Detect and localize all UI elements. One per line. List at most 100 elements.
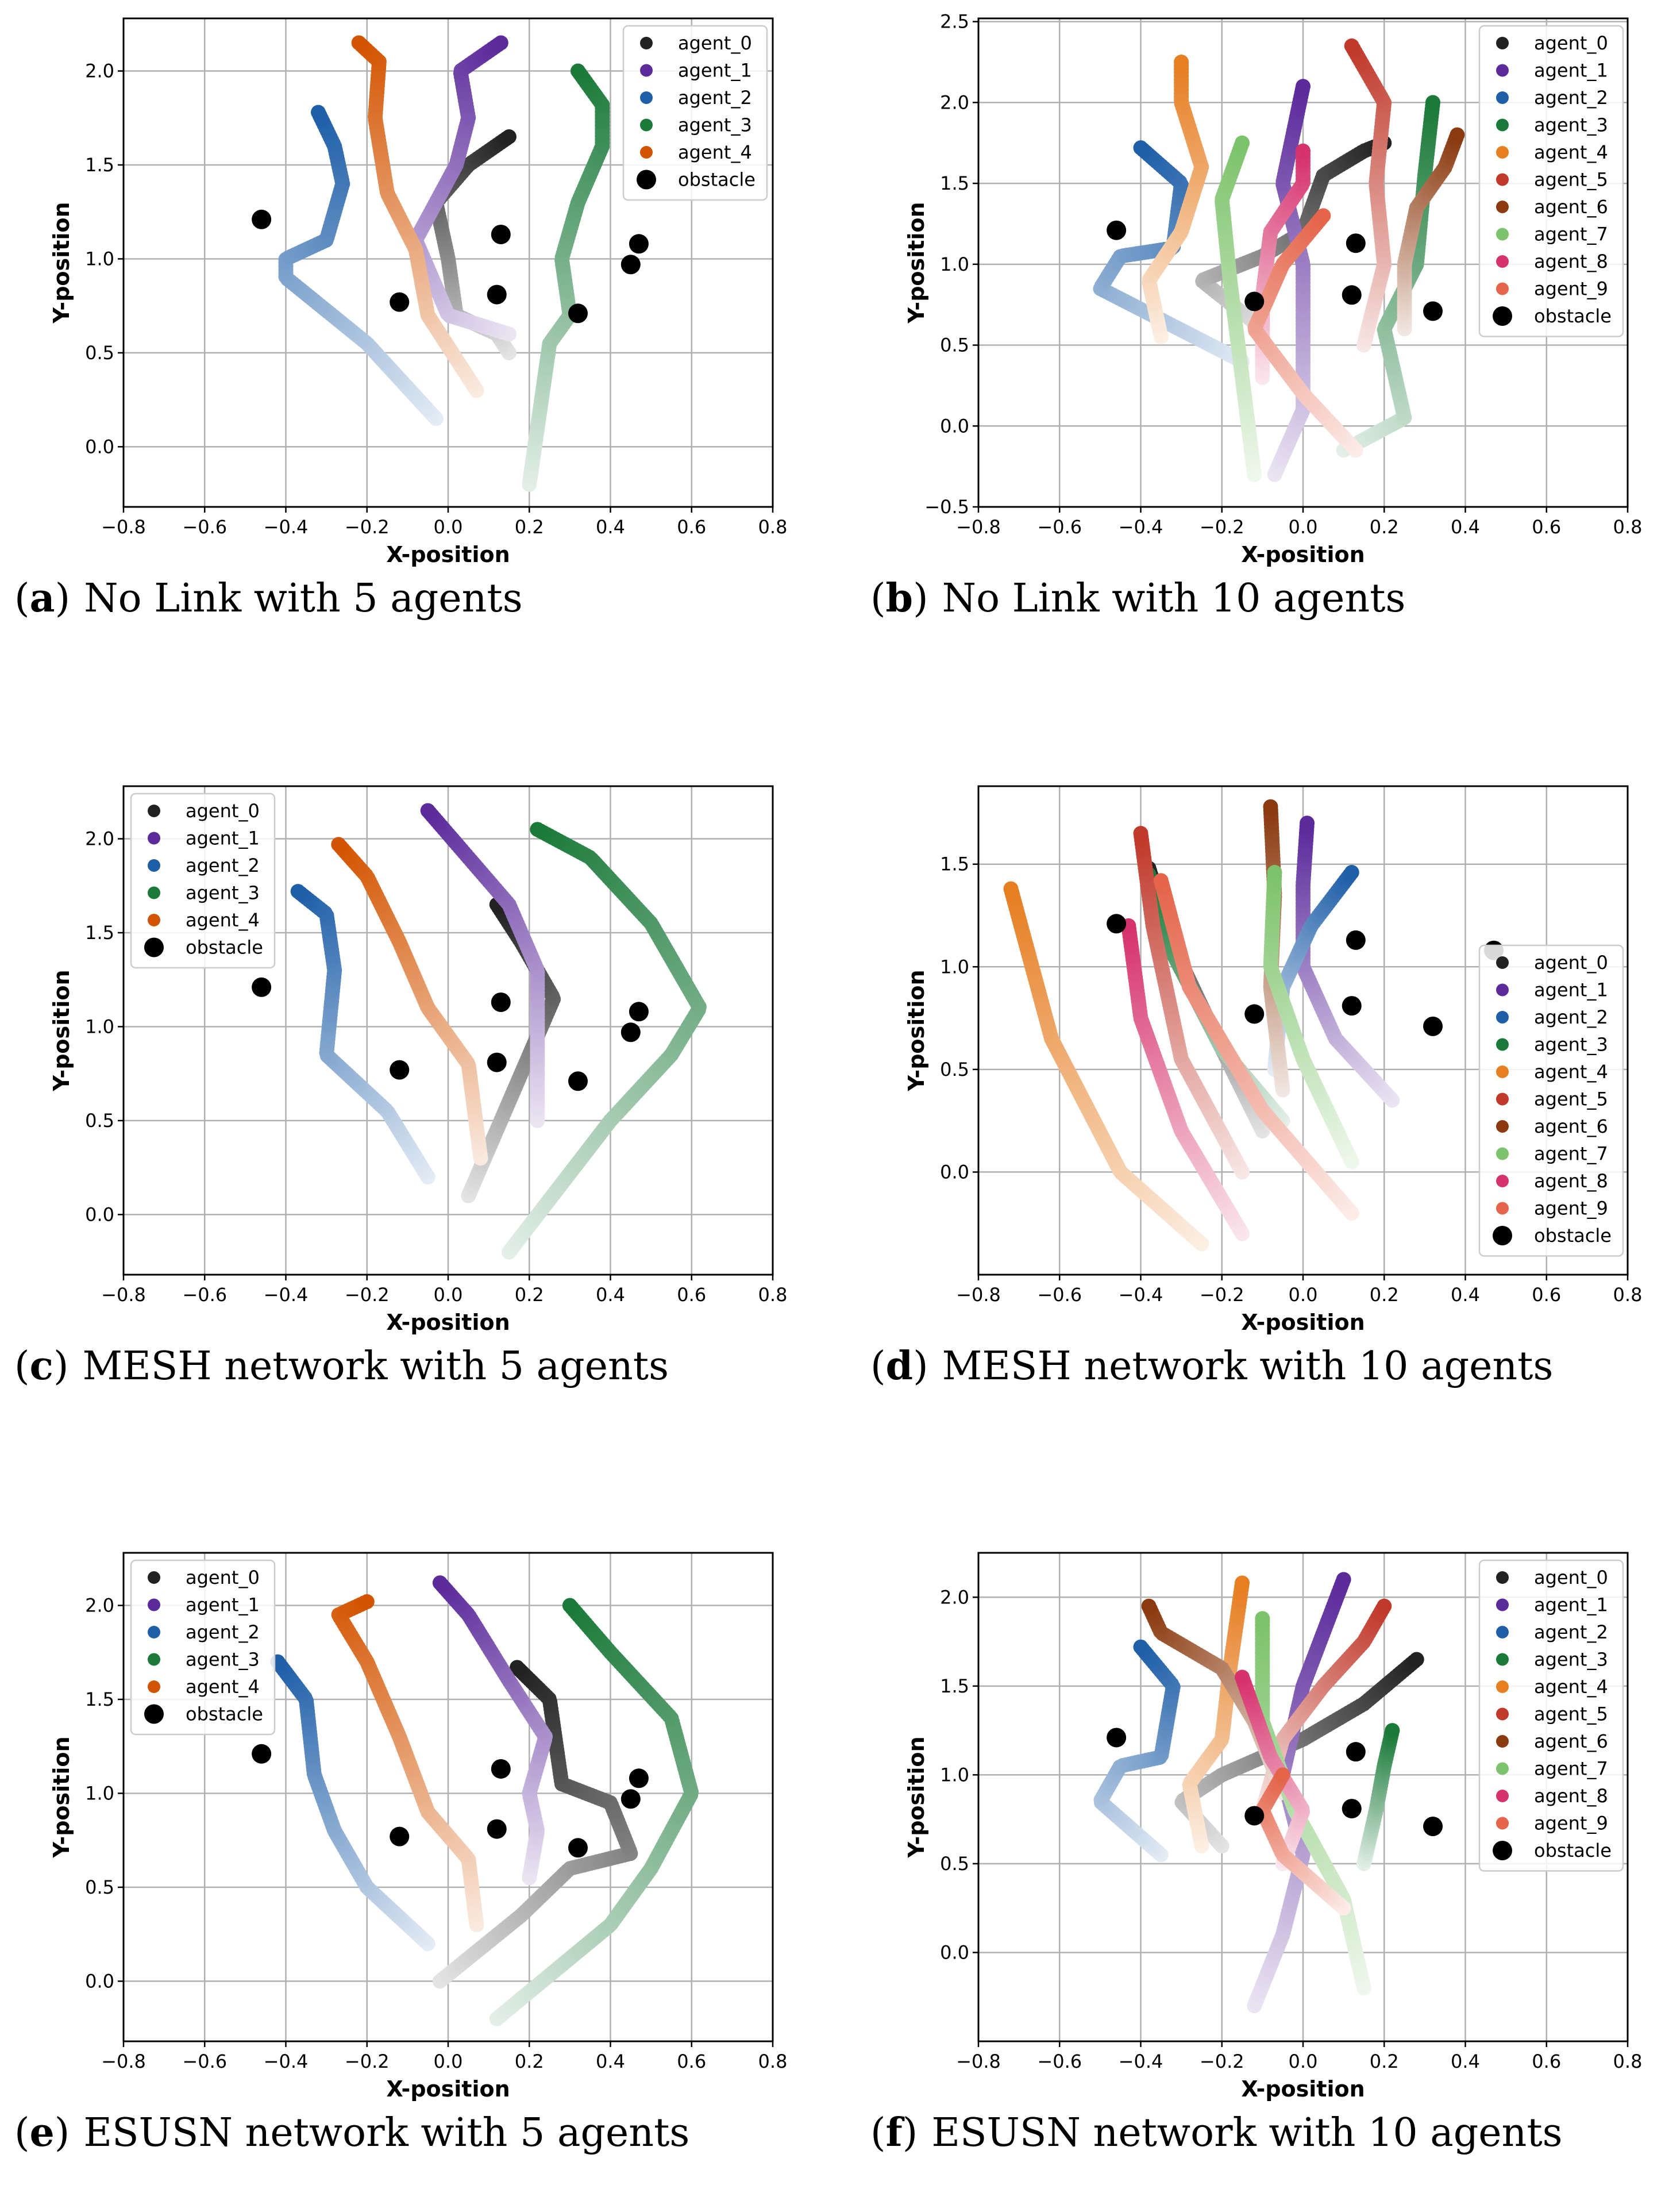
x-tick-label: 0.4 [1451, 2051, 1480, 2072]
trajectory-agent_7 [1215, 135, 1262, 482]
x-tick-label: 0.8 [758, 2051, 788, 2072]
legend-label: agent_9 [1534, 278, 1608, 300]
obstacle-marker [1346, 930, 1366, 950]
y-tick-label: 2.0 [940, 1586, 969, 1608]
trajectory-point [1133, 140, 1148, 156]
x-tick-label: −0.2 [1200, 516, 1244, 538]
trajectory-agent_4 [1003, 881, 1209, 1252]
trajectory-agent_2 [290, 884, 435, 1184]
trajectory-point [311, 105, 326, 120]
obstacle-marker [252, 977, 272, 997]
obstacles [1107, 1728, 1443, 1836]
x-tick-label: 0.0 [434, 516, 463, 538]
panel-d: −0.8 −0.6 −0.4 −0.2 0.0 0.2 0.4 0.6 0.80.00.51.0… [870, 785, 1642, 1389]
panel-e: −0.8 −0.6 −0.4 −0.2 0.0 0.2 0.4 0.6 0.80.00.51.0… [14, 1552, 788, 2156]
y-tick-label: 2.5 [940, 11, 969, 33]
x-tick-label: −0.2 [345, 1284, 390, 1306]
y-tick-label: 0.0 [85, 1970, 114, 1992]
x-tick-label: 0.8 [1613, 516, 1643, 538]
y-tick-label: 1.5 [85, 922, 114, 944]
legend-label: agent_5 [1534, 1088, 1608, 1110]
legend-box [130, 793, 276, 969]
legend-label: agent_3 [186, 1649, 260, 1671]
x-tick-label: 0.6 [677, 2051, 706, 2072]
y-tick-label: 0.0 [85, 1203, 114, 1225]
trajectory-agent_8 [1121, 918, 1250, 1241]
caption-open-paren: ( [14, 1344, 30, 1389]
x-tick-label: −0.4 [264, 1284, 309, 1306]
y-tick-label: 0.5 [85, 342, 114, 364]
legend-label: agent_4 [186, 909, 260, 931]
legend-swatch [148, 1571, 160, 1584]
x-axis-label: X-position [1241, 2076, 1365, 2102]
legend-label: agent_1 [1534, 1594, 1608, 1616]
obstacle-marker [487, 1819, 507, 1839]
legend-swatch [1496, 1680, 1509, 1693]
legend-swatch [1496, 1817, 1509, 1830]
trajectory-point [1336, 1572, 1351, 1587]
x-tick-label: 0.0 [1289, 1284, 1318, 1306]
y-tick-label: 1.5 [85, 154, 114, 176]
trajectory-point [1296, 143, 1311, 159]
legend-label: agent_2 [1534, 1621, 1608, 1643]
obstacle-marker [1244, 291, 1265, 311]
trajectories [1093, 1572, 1424, 2014]
legend: agent_0agent_1agent_2agent_3agent_4agent… [1478, 944, 1624, 1257]
obstacle-marker [568, 1838, 588, 1858]
y-tick-label: 1.0 [85, 1782, 114, 1804]
x-tick-label: −0.2 [345, 516, 390, 538]
trajectory-point [1263, 799, 1278, 814]
obstacle-marker [491, 224, 511, 244]
legend-label-obstacle: obstacle [678, 169, 756, 191]
y-tick-label: 1.0 [85, 1015, 114, 1037]
y-tick-label: 1.0 [940, 1764, 969, 1786]
x-axis-label: X-position [1241, 542, 1365, 567]
panel-f: −0.8 −0.6 −0.4 −0.2 0.0 0.2 0.4 0.6 0.80.00.51.0… [870, 1552, 1643, 2156]
trajectory-point [1235, 1669, 1250, 1685]
trajectory-agent_4 [331, 837, 488, 1166]
obstacles [1107, 220, 1443, 321]
trajectories [1093, 38, 1465, 482]
panel-caption: (c) MESH network with 5 agents [14, 1343, 669, 1389]
trajectory-point [432, 1575, 448, 1591]
trajectory-point [1133, 826, 1148, 841]
legend-swatch [1496, 228, 1509, 241]
obstacle-marker [1244, 1806, 1265, 1826]
caption-close-paren: ) [913, 1344, 928, 1389]
y-axis-label: Y-position [49, 202, 74, 324]
obstacles [252, 1744, 649, 1858]
legend-obstacle-swatch [637, 170, 656, 190]
legend-swatch [1496, 1065, 1509, 1078]
legend-swatch [1496, 201, 1509, 213]
x-tick-label: 0.4 [1451, 516, 1480, 538]
legend-swatch [1496, 1762, 1509, 1775]
x-tick-label: −0.6 [182, 2051, 227, 2072]
obstacle-marker [1107, 914, 1127, 934]
obstacle-marker [1107, 220, 1127, 240]
x-tick-label: 0.2 [1370, 516, 1399, 538]
x-tick-label: 0.4 [1451, 1284, 1480, 1306]
x-tick-label: 0.8 [1613, 2051, 1643, 2072]
x-tick-label: 0.2 [1370, 2051, 1399, 2072]
x-tick-label: 0.0 [434, 2051, 463, 2072]
trajectory-point [571, 63, 585, 79]
obstacle-marker [390, 1826, 410, 1846]
obstacles [252, 209, 649, 324]
trajectory-agent_8 [1255, 143, 1311, 385]
trajectory-point [1275, 1767, 1290, 1783]
legend-label: agent_7 [1534, 1143, 1608, 1165]
legend-box [130, 1559, 276, 1736]
trajectory-agent_7 [1263, 865, 1359, 1170]
legend-label: agent_8 [1534, 1785, 1608, 1807]
trajectory-point [1409, 1652, 1424, 1667]
obstacle-marker [487, 284, 507, 305]
legend-swatch [1496, 64, 1509, 77]
x-tick-label: 0.0 [1289, 516, 1318, 538]
x-axis-label: X-position [1241, 1310, 1365, 1335]
trajectory-point [359, 1594, 375, 1609]
obstacle-marker [491, 1759, 511, 1779]
legend-swatch [148, 914, 160, 926]
legend-label-obstacle: obstacle [186, 1703, 263, 1725]
caption-close-paren: ) [903, 2110, 918, 2156]
legend-obstacle-swatch [1493, 306, 1512, 326]
